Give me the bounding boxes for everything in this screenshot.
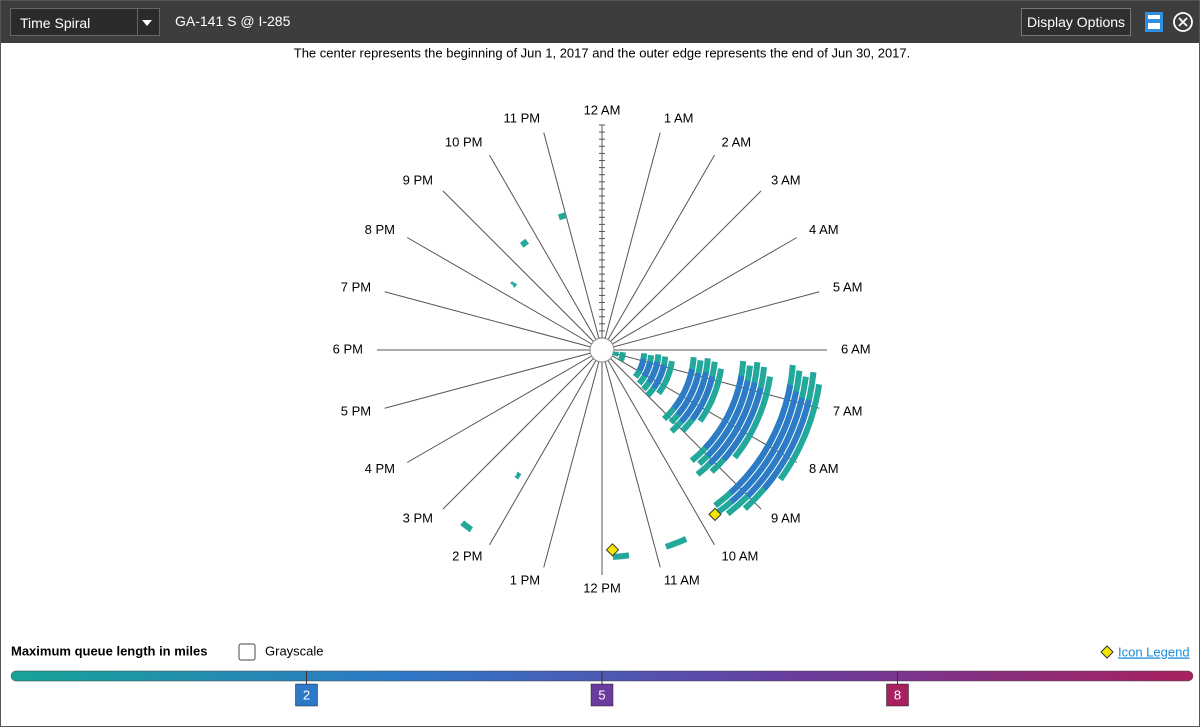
hour-label: 12 AM [584, 102, 621, 117]
hour-label: 9 PM [403, 172, 433, 187]
spiral-center [589, 337, 615, 363]
hour-label: 1 AM [664, 111, 694, 126]
queue-event [705, 380, 751, 458]
toolbar-icons [1145, 12, 1193, 32]
hour-spoke [543, 132, 603, 351]
display-options-button[interactable]: Display Options [1021, 8, 1131, 36]
grayscale-checkbox[interactable] [238, 643, 256, 661]
hour-spoke [601, 237, 798, 351]
hour-label: 8 AM [809, 461, 839, 476]
hour-spoke [543, 349, 603, 568]
queue-event [707, 381, 758, 466]
hour-spoke [442, 349, 603, 510]
caption: The center represents the beginning of J… [294, 45, 911, 60]
hour-label: 11 AM [664, 572, 700, 587]
hour-label: 5 AM [833, 280, 863, 295]
queue-event [729, 390, 800, 504]
view-dropdown[interactable]: Time Spiral [10, 8, 160, 36]
hour-label: 5 PM [341, 403, 371, 418]
hour-label: 6 AM [841, 341, 871, 356]
hour-label: 6 PM [333, 341, 363, 356]
queue-event [617, 351, 626, 363]
hour-spoke [406, 237, 603, 351]
toolbar: Time Spiral GA-141 S @ I-285 Display Opt… [1, 1, 1199, 43]
hour-label: 2 AM [722, 134, 752, 149]
hour-label: 1 PM [510, 572, 540, 587]
close-icon[interactable] [1173, 12, 1193, 32]
queue-event [761, 398, 812, 491]
hour-label: 8 PM [365, 222, 395, 237]
hour-spoke [601, 190, 762, 351]
queue-event [651, 364, 667, 390]
queue-event [671, 368, 696, 411]
queue-event [612, 552, 630, 560]
threshold-label: 5 [598, 687, 605, 702]
hour-spoke [601, 154, 715, 351]
threshold-marker [590, 683, 614, 707]
queue-event [519, 238, 529, 248]
spiral-chart: The center represents the beginning of J… [10, 45, 1194, 707]
queue-event [514, 471, 522, 480]
dropdown-arrow [142, 20, 152, 26]
hour-spoke [489, 349, 603, 546]
queue-event [675, 372, 702, 417]
hour-label: 9 AM [771, 510, 801, 525]
queue-event [656, 360, 675, 396]
queue-event [641, 360, 654, 378]
queue-event [745, 397, 806, 498]
event-icon [605, 543, 620, 557]
threshold-label: 2 [303, 687, 310, 702]
hour-label: 10 AM [722, 548, 759, 563]
threshold-marker [886, 683, 909, 707]
threshold-label: 8 [894, 687, 901, 702]
hour-label: 3 PM [403, 510, 433, 525]
hour-label: 3 AM [771, 172, 801, 187]
hour-spoke [601, 132, 661, 351]
queue-event [557, 212, 567, 221]
hour-label: 2 PM [452, 548, 482, 563]
view-name: Time Spiral [20, 15, 91, 31]
queue-event [728, 384, 794, 495]
hour-spoke [406, 349, 603, 463]
hour-spoke [601, 291, 820, 351]
queue-event [689, 375, 716, 422]
legend-title: Maximum queue length in miles [11, 643, 207, 658]
grayscale-label: Grayscale [265, 643, 324, 658]
queue-event [703, 375, 745, 451]
queue-event [460, 520, 473, 533]
queue-event [664, 536, 688, 550]
hour-spoke [384, 349, 603, 409]
queue-event [679, 371, 709, 424]
queue-event [636, 358, 647, 372]
hour-label: 12 PM [583, 580, 621, 595]
hour-label: 10 PM [445, 134, 483, 149]
queue-event [612, 351, 619, 357]
queue-event [510, 281, 518, 288]
icon-legend-link[interactable]: Icon Legend [1118, 644, 1190, 659]
event-icon [708, 507, 722, 522]
hour-label: 7 AM [833, 403, 863, 418]
hour-spoke [442, 190, 603, 351]
queue-event [697, 368, 724, 423]
hour-label: 7 PM [341, 280, 371, 295]
hour-spoke [384, 291, 603, 351]
hour-label: 4 PM [365, 461, 395, 476]
queue-event [777, 383, 823, 482]
hour-spoke [601, 349, 715, 546]
hour-label: 11 PM [504, 111, 541, 126]
queue-event [732, 376, 774, 460]
hour-label: 4 AM [809, 222, 839, 237]
threshold-marker [295, 683, 318, 707]
hour-spoke [601, 349, 661, 568]
location: GA-141 S @ I-285 [175, 13, 291, 29]
hour-spoke [489, 154, 603, 351]
queue-event [721, 387, 764, 462]
icon-legend-diamond [1100, 645, 1114, 659]
queue-event [646, 361, 661, 384]
